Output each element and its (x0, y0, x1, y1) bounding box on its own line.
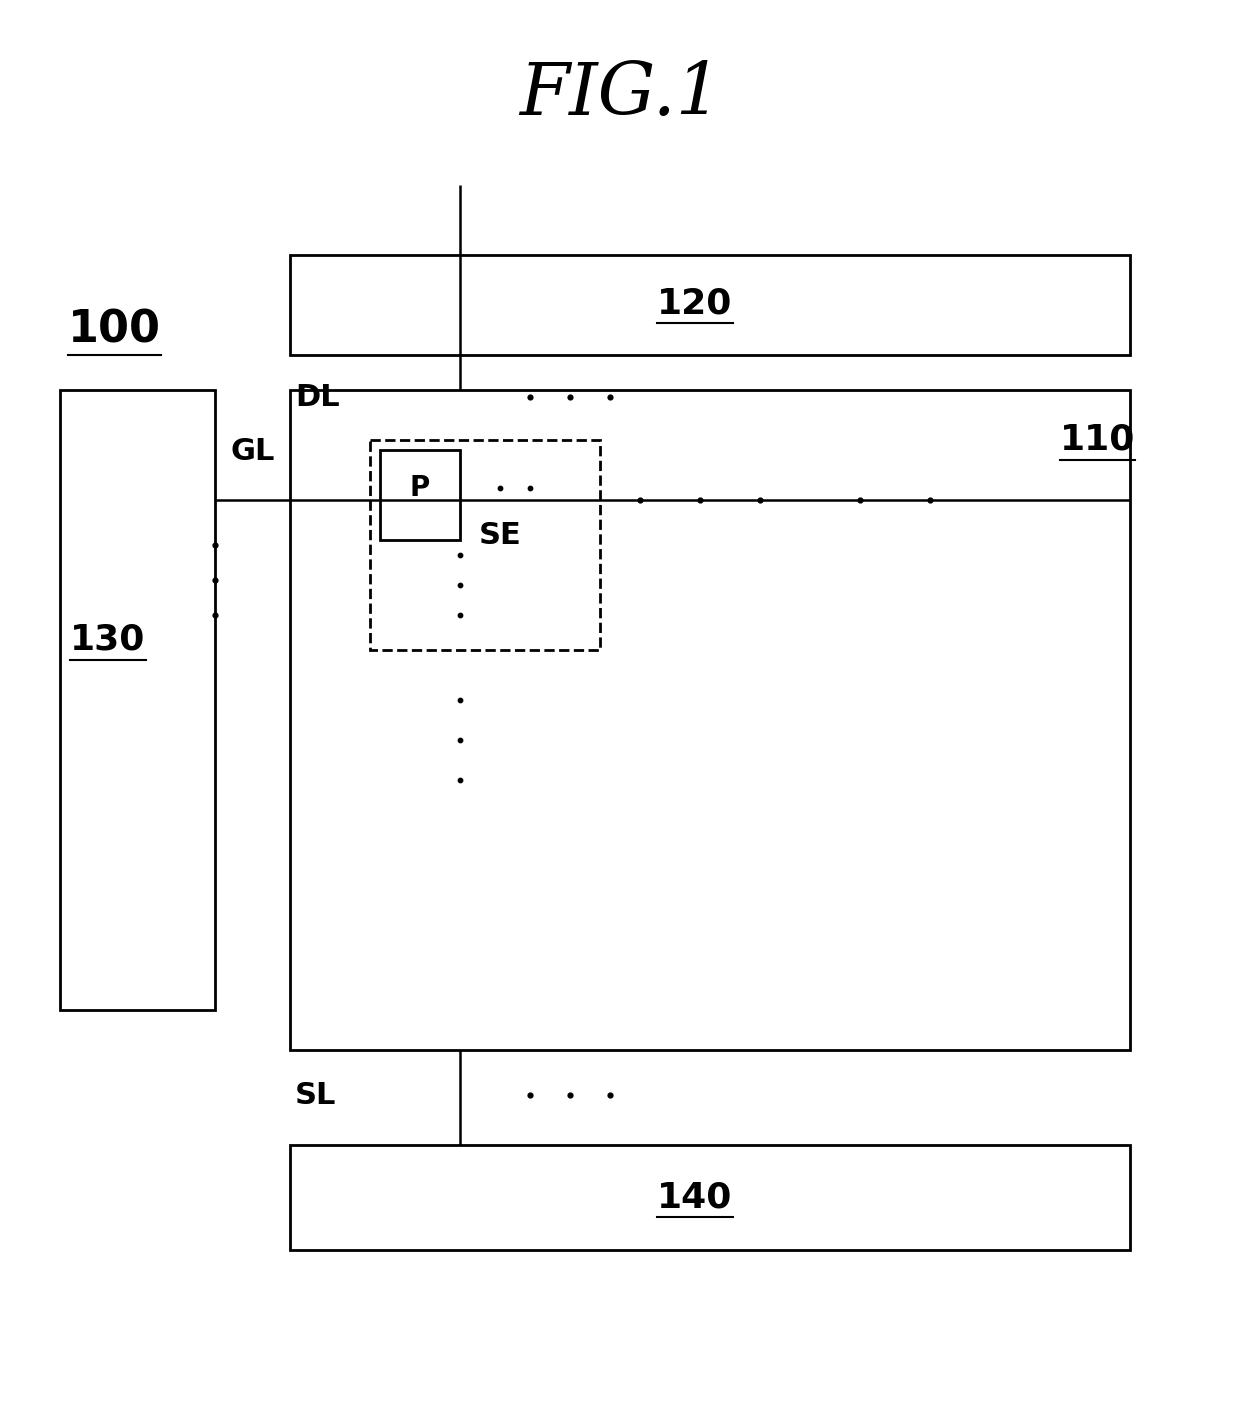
Point (560, 1084, 580, 1107)
Point (750, 489, 770, 512)
Point (600, 385, 620, 408)
Point (600, 1084, 620, 1107)
Bar (60, 390, 215, 1010)
Point (851, 489, 870, 512)
Point (691, 489, 711, 512)
Text: SL: SL (295, 1081, 336, 1110)
Point (205, 568, 224, 591)
Text: DL: DL (295, 383, 340, 411)
Point (560, 385, 580, 408)
Text: 130: 130 (71, 623, 145, 657)
Bar (370, 441, 600, 650)
Point (450, 574, 470, 597)
Point (450, 544, 470, 567)
Point (205, 534, 224, 557)
Point (520, 385, 539, 408)
Text: FIG.1: FIG.1 (518, 60, 722, 130)
Point (450, 604, 470, 626)
Text: 140: 140 (657, 1180, 733, 1214)
Point (520, 476, 539, 499)
Point (520, 1084, 539, 1107)
Point (450, 728, 470, 751)
Text: SE: SE (479, 520, 521, 550)
Point (205, 604, 224, 626)
Point (450, 768, 470, 791)
Point (920, 489, 940, 512)
Bar (379, 451, 460, 540)
Point (630, 489, 650, 512)
Bar (290, 390, 1130, 1050)
Bar (290, 1145, 1130, 1250)
Text: P: P (410, 475, 430, 502)
Text: 110: 110 (1060, 424, 1136, 458)
Point (490, 476, 510, 499)
Bar (290, 255, 1130, 356)
Text: GL: GL (229, 438, 274, 466)
Text: 100: 100 (68, 309, 161, 351)
Point (450, 689, 470, 711)
Text: 120: 120 (657, 286, 733, 320)
